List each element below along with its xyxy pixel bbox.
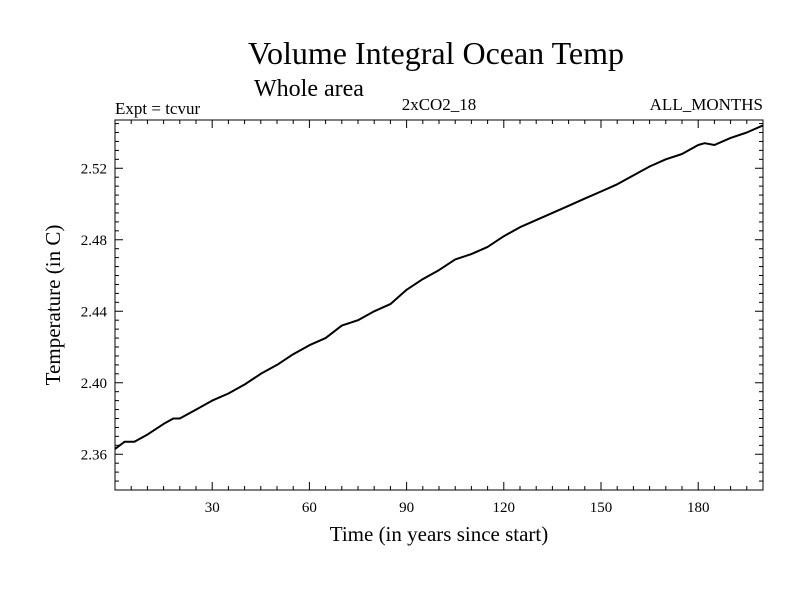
x-tick-label: 90 (399, 500, 414, 516)
annotation-experiment: Expt = tcvur (115, 99, 200, 118)
x-tick-labels: 30 60 90 120 150 180 (205, 500, 710, 516)
x-axis-label: Time (in years since start) (330, 522, 549, 546)
x-tick-label: 120 (493, 500, 516, 516)
x-tick-label: 60 (302, 500, 317, 516)
y-axis-label: Temperature (in C) (41, 225, 65, 386)
chart-title: Volume Integral Ocean Temp (248, 35, 624, 71)
series-line (114, 124, 764, 450)
y-tick-label: 2.44 (81, 304, 108, 320)
y-tick-labels: 2.36 2.40 2.44 2.48 2.52 (81, 161, 108, 463)
axis-ticks (115, 120, 763, 491)
annotation-scenario: 2xCO2_18 (402, 95, 477, 114)
x-tick-label: 150 (590, 500, 613, 516)
annotation-months: ALL_MONTHS (650, 95, 763, 114)
y-tick-label: 2.40 (81, 376, 107, 392)
y-tick-label: 2.52 (81, 161, 107, 177)
chart-subtitle: Whole area (254, 76, 364, 102)
y-tick-label: 2.48 (81, 233, 107, 249)
y-tick-label: 2.36 (81, 447, 108, 463)
x-tick-label: 30 (205, 500, 220, 516)
x-tick-label: 180 (687, 500, 710, 516)
plot-frame (114, 119, 764, 491)
